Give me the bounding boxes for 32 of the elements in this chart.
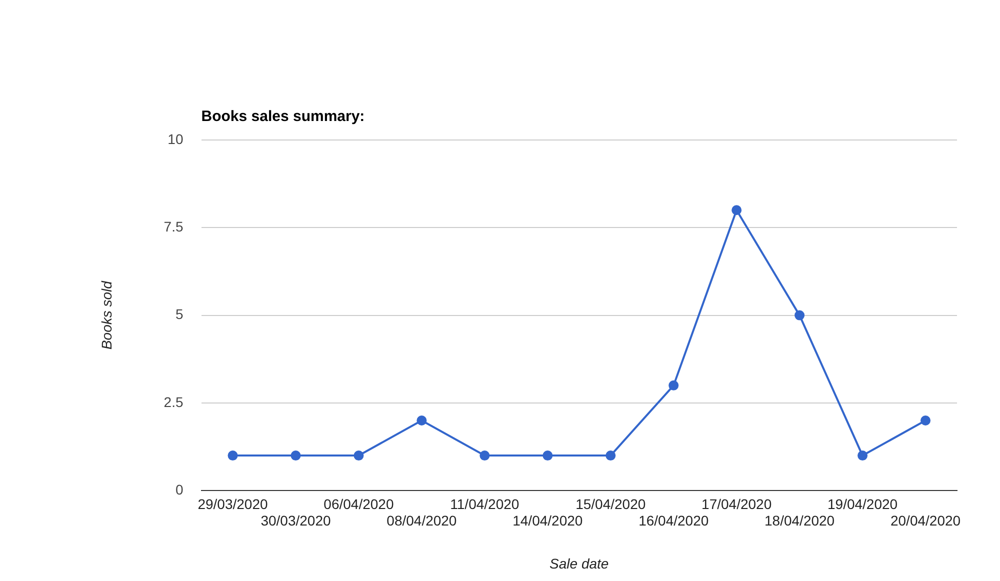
x-tick-label: 20/04/2020	[890, 512, 961, 529]
x-tick-label: 14/04/2020	[512, 512, 583, 529]
point	[920, 415, 931, 426]
x-tick-label: 29/03/2020	[198, 496, 268, 512]
point	[480, 450, 490, 461]
x-tick-label: 06/04/2020	[324, 496, 394, 512]
x-tick-label: 17/04/2020	[702, 496, 772, 512]
y-tick-label: 10	[168, 130, 184, 147]
y-tick-label: 0	[175, 481, 184, 498]
point	[290, 450, 301, 461]
point	[416, 415, 427, 426]
x-tick-label: 30/03/2020	[260, 512, 331, 529]
point	[606, 450, 616, 461]
point	[858, 450, 868, 461]
y-tick-label: 7.5	[164, 218, 184, 235]
x-tick-label: 08/04/2020	[386, 512, 457, 529]
x-tick-label: 11/04/2020	[450, 496, 520, 512]
y-axis-title: Books sold	[98, 280, 114, 350]
point	[794, 310, 805, 320]
x-tick-label: 18/04/2020	[764, 512, 835, 529]
point	[228, 450, 238, 461]
x-tick-label: 16/04/2020	[638, 512, 709, 529]
x-axis-title: Sale date	[550, 555, 609, 572]
y-tick-label: 5	[175, 306, 184, 322]
chart-title: Books sales summary:	[201, 108, 365, 125]
point	[354, 450, 364, 461]
point	[732, 205, 742, 216]
x-tick-label: 19/04/2020	[827, 496, 898, 512]
point	[542, 450, 553, 461]
x-tick-label: 15/04/2020	[576, 496, 646, 512]
point	[668, 380, 679, 390]
y-tick-label: 2.5	[164, 394, 184, 410]
